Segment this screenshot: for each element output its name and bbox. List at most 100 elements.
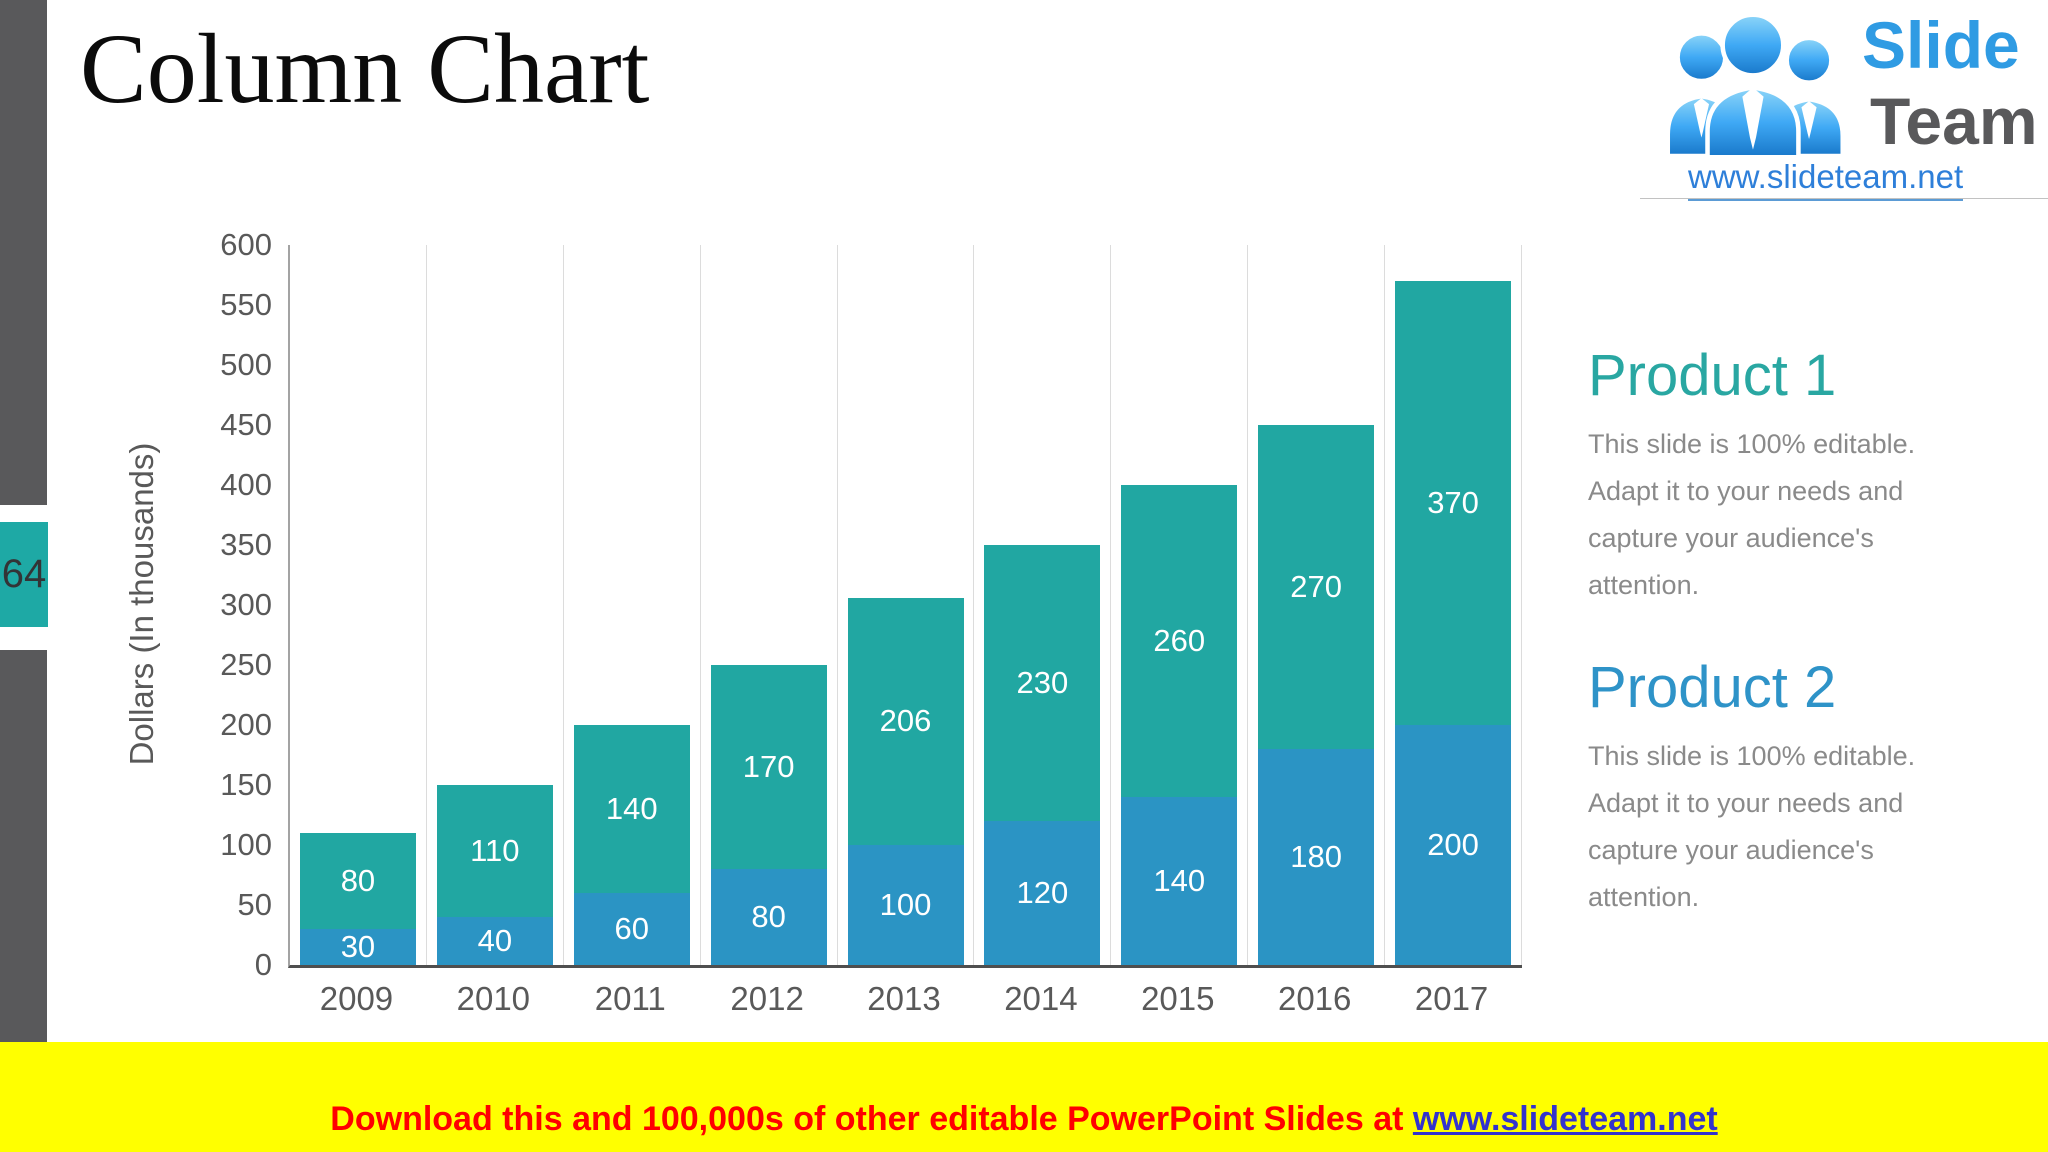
x-category-label: 2010 — [456, 980, 531, 1017]
y-axis-tick-labels: 600 550 500 450 400 350 300 250 200 150 100 50 0 — [130, 228, 272, 982]
bar-segment-product-1-2012: 170 — [710, 665, 827, 869]
y-tick-label: 600 — [220, 227, 272, 262]
y-tick-label: 450 — [220, 407, 272, 442]
chart-category-column-2010: 40 110 — [427, 245, 564, 965]
column-chart-plot-area: 30 80 40 110 60 140 80 170 100 206 120 230 140 260 180… — [288, 245, 1523, 968]
people-icon — [1666, 12, 1845, 160]
bar-segment-product-1-2010: 110 — [436, 785, 553, 917]
page-number-badge: 64 — [0, 522, 48, 627]
logo-word-slide: Slide — [1862, 8, 2020, 82]
stacked-bar-2015: 140 260 — [1121, 485, 1238, 965]
x-category-label: 2009 — [319, 980, 394, 1017]
stacked-bar-2010: 40 110 — [436, 785, 553, 965]
y-tick-label: 550 — [220, 287, 272, 322]
chart-category-column-2011: 60 140 — [564, 245, 701, 965]
product-1-body-line: capture your audience's — [1588, 522, 1874, 553]
product-1-body-line: Adapt it to your needs and — [1588, 475, 1904, 506]
y-tick-label: 350 — [220, 527, 272, 562]
logo-word-team: Team — [1870, 84, 2038, 158]
x-category-label: 2017 — [1414, 980, 1489, 1017]
bar-data-label: 120 — [1016, 875, 1069, 910]
product-2-body-line: This slide is 100% editable. — [1588, 740, 1916, 771]
chart-category-column-2016: 180 270 — [1248, 245, 1386, 965]
bar-data-label: 180 — [1290, 839, 1343, 874]
bar-data-label: 260 — [1153, 623, 1206, 658]
left-edge-strip-bottom — [0, 650, 47, 1042]
chart-category-column-2015: 140 260 — [1111, 245, 1249, 965]
x-category-label: 2013 — [867, 980, 941, 1017]
stacked-bar-2011: 60 140 — [573, 725, 690, 965]
bar-segment-product-1-2017: 370 — [1395, 281, 1512, 725]
product-2-section: Product 2 This slide is 100% editable. A… — [1588, 655, 2008, 921]
stacked-bar-2016: 180 270 — [1258, 425, 1375, 965]
bar-segment-product-2-2011: 60 — [573, 893, 690, 965]
bar-segment-product-2-2009: 30 — [299, 929, 416, 965]
y-tick-label: 100 — [220, 827, 272, 862]
stacked-bar-2017: 200 370 — [1395, 281, 1512, 965]
promo-banner-text: Download this and 100,000s of other edit… — [0, 1100, 2048, 1139]
promo-banner: Download this and 100,000s of other edit… — [0, 1042, 2048, 1152]
x-category-label: 2016 — [1277, 980, 1352, 1017]
page-number: 64 — [1, 552, 47, 596]
bar-segment-product-2-2016: 180 — [1258, 749, 1375, 965]
bar-segment-product-2-2014: 120 — [984, 821, 1101, 965]
product-1-section: Product 1 This slide is 100% editable. A… — [1588, 343, 2008, 609]
bar-data-label: 80 — [751, 899, 786, 934]
x-category-label: 2011 — [594, 980, 666, 1017]
promo-banner-link[interactable]: www.slideteam.net — [1412, 1100, 1718, 1138]
chart-category-column-2012: 80 170 — [701, 245, 838, 965]
product-2-body-line: capture your audience's — [1588, 834, 1874, 865]
left-edge-strip-top — [0, 0, 47, 505]
y-tick-label: 0 — [254, 947, 272, 982]
bar-data-label: 30 — [340, 929, 376, 964]
logo-url-link[interactable]: www.slideteam.net — [1688, 158, 1964, 201]
y-tick-label: 300 — [220, 587, 272, 622]
slideteam-logo: Slide Team www.slideteam.net — [1640, 8, 2048, 201]
bar-segment-product-1-2014: 230 — [984, 545, 1101, 821]
bar-data-label: 60 — [614, 911, 649, 946]
bar-data-label: 206 — [879, 703, 932, 739]
x-category-label: 2015 — [1141, 980, 1215, 1017]
y-tick-label: 400 — [220, 467, 272, 502]
bar-segment-product-1-2016: 270 — [1258, 425, 1375, 749]
bar-data-label: 140 — [1153, 863, 1206, 898]
product-2-heading: Product 2 — [1588, 655, 1837, 720]
y-tick-label: 50 — [237, 887, 272, 922]
chart-category-column-2009: 30 80 — [290, 245, 427, 965]
bar-data-label: 100 — [879, 887, 932, 922]
bar-data-label: 200 — [1427, 827, 1479, 862]
product-1-body-line: attention. — [1588, 569, 1700, 600]
bar-segment-product-2-2017: 200 — [1395, 725, 1512, 965]
product-1-heading: Product 1 — [1588, 343, 1837, 408]
stacked-bar-2012: 80 170 — [710, 665, 827, 965]
bar-segment-product-2-2013: 100 — [847, 845, 964, 965]
bar-data-label: 230 — [1016, 665, 1069, 700]
bar-segment-product-2-2012: 80 — [710, 869, 827, 965]
bar-data-label: 270 — [1290, 569, 1343, 604]
bar-data-label: 370 — [1427, 485, 1479, 520]
stacked-bar-2014: 120 230 — [984, 545, 1101, 965]
bar-data-label: 40 — [477, 923, 513, 958]
stacked-bar-2013: 100 206 — [847, 597, 964, 965]
bar-data-label: 140 — [605, 791, 658, 826]
bar-segment-product-1-2009: 80 — [299, 833, 416, 929]
stacked-bar-2009: 30 80 — [299, 833, 416, 965]
product-2-body-line: Adapt it to your needs and — [1588, 787, 1904, 818]
x-category-label: 2014 — [1004, 980, 1078, 1017]
bar-segment-product-1-2013: 206 — [847, 597, 964, 845]
y-tick-label: 500 — [220, 347, 272, 382]
promo-banner-message: Download this and 100,000s of other edit… — [330, 1100, 1404, 1138]
bar-segment-product-1-2015: 260 — [1121, 485, 1238, 797]
y-tick-label: 200 — [220, 707, 272, 742]
product-2-body-line: attention. — [1588, 881, 1700, 912]
bar-data-label: 80 — [340, 863, 376, 898]
chart-category-column-2014: 120 230 — [974, 245, 1112, 965]
product-1-body-line: This slide is 100% editable. — [1588, 428, 1916, 459]
bar-segment-product-2-2010: 40 — [436, 917, 553, 965]
bar-data-label: 170 — [742, 749, 795, 784]
chart-category-column-2017: 200 370 — [1385, 245, 1523, 965]
slide-title: Column Chart — [80, 13, 650, 124]
y-tick-label: 250 — [220, 647, 272, 682]
bar-segment-product-1-2011: 140 — [573, 725, 690, 893]
bar-data-label: 110 — [470, 833, 520, 868]
